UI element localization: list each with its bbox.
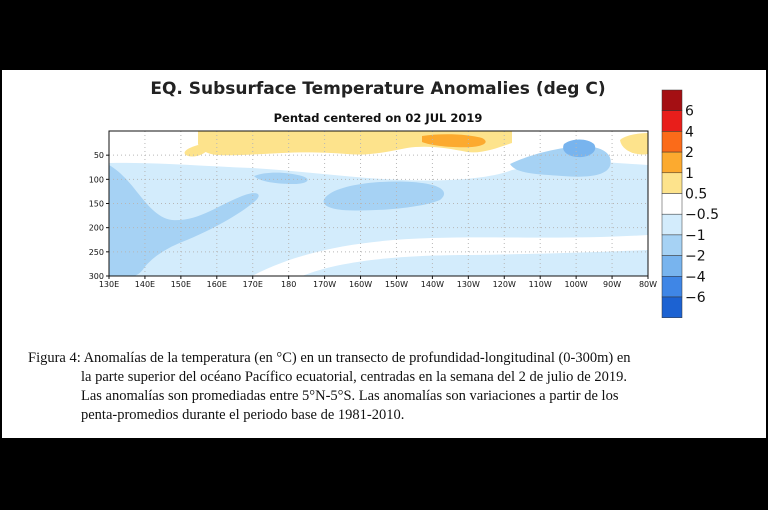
y-tick-label: 300 <box>89 272 104 281</box>
figure-caption: Figura 4: Anomalías de la temperatura (e… <box>28 349 744 425</box>
colorbar-label: 2 <box>685 145 694 161</box>
x-tick-label: 150W <box>385 280 408 289</box>
colorbar-swatch <box>661 172 683 194</box>
chart-subtitle: Pentad centered on 02 JUL 2019 <box>274 111 483 125</box>
caption-line-2: la parte superior del océano Pacífico ec… <box>81 369 627 385</box>
x-tick-label: 180 <box>281 280 296 289</box>
x-tick-label: 170E <box>243 280 263 289</box>
contour-neg1-west <box>302 250 648 276</box>
colorbar-label: −0.5 <box>685 207 719 223</box>
x-tick-label: 140W <box>421 280 444 289</box>
contour-neg1-west-pool <box>109 165 259 276</box>
anomaly-field <box>109 131 648 276</box>
colorbar-swatch <box>661 255 683 277</box>
x-tick-label: 160E <box>207 280 227 289</box>
colorbar-swatch <box>661 89 683 111</box>
colorbar-swatch <box>661 131 683 153</box>
caption-line-1: Figura 4: Anomalías de la temperatura (e… <box>28 350 631 366</box>
chart-title: EQ. Subsurface Temperature Anomalies (de… <box>150 79 605 99</box>
tick-marks <box>106 154 649 279</box>
colorbar-label: −6 <box>685 290 706 306</box>
colorbar-label: 0.5 <box>685 187 707 203</box>
colorbar-swatch <box>661 296 683 318</box>
x-tick-label: 130W <box>457 280 480 289</box>
colorbar-swatch <box>661 213 683 236</box>
y-tick-label: 100 <box>89 175 104 184</box>
chart: EQ. Subsurface Temperature Anomalies (de… <box>89 79 719 318</box>
caption-line-4: penta-promedios durante el periodo base … <box>81 407 405 423</box>
colorbar-label: 1 <box>685 166 694 182</box>
x-tick-label: 150E <box>171 280 191 289</box>
colorbar-swatch <box>661 110 683 132</box>
x-tick-label: 120W <box>493 280 516 289</box>
contour-pos05-west-edge <box>184 145 208 157</box>
y-tick-label: 250 <box>89 248 104 257</box>
colorbar-swatch <box>661 276 683 298</box>
colorbar-swatch <box>661 151 683 174</box>
colorbar: 6 4 2 1 0.5 −0.5 −1 −2 −4 −6 <box>661 89 719 318</box>
y-tick-label: 150 <box>89 200 104 209</box>
y-tick-labels: 50 100 150 200 250 300 <box>89 151 104 281</box>
figure-panel: EQ. Subsurface Temperature Anomalies (de… <box>2 70 766 438</box>
colorbar-label: 6 <box>685 104 694 120</box>
x-tick-label: 110W <box>529 280 552 289</box>
x-tick-label: 160W <box>349 280 372 289</box>
contour-neg1-180 <box>254 172 308 184</box>
contour-neg2-east <box>563 139 596 158</box>
colorbar-swatch <box>661 234 683 256</box>
y-tick-label: 50 <box>94 151 104 160</box>
contour-pos1-150w <box>422 134 486 148</box>
colorbar-swatch <box>661 193 683 215</box>
x-tick-label: 170W <box>313 280 336 289</box>
colorbar-label: 4 <box>685 124 694 140</box>
colorbar-label: −2 <box>685 249 706 265</box>
x-tick-label: 90W <box>603 280 621 289</box>
caption-line-3: Las anomalías son promediadas entre 5°N-… <box>81 388 619 404</box>
grid <box>109 131 648 276</box>
x-tick-label: 130E <box>99 280 119 289</box>
y-tick-label: 200 <box>89 224 104 233</box>
x-tick-label: 100W <box>565 280 588 289</box>
x-tick-labels: 130E 140E 150E 160E 170E 180 170W 160W 150W 140W 1… <box>99 280 657 289</box>
x-tick-label: 80W <box>639 280 657 289</box>
x-tick-label: 140E <box>135 280 155 289</box>
colorbar-label: −4 <box>685 269 706 285</box>
contour-pos05-east <box>620 133 648 155</box>
colorbar-label: −1 <box>685 228 706 244</box>
